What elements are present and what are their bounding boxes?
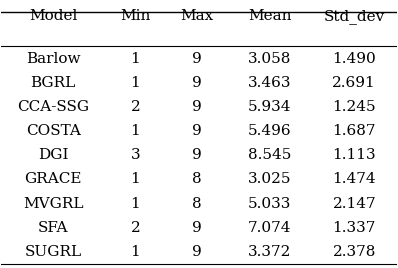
Text: 9: 9 xyxy=(192,100,201,114)
Text: COSTA: COSTA xyxy=(26,124,80,138)
Text: 5.496: 5.496 xyxy=(248,124,291,138)
Text: 1: 1 xyxy=(131,245,140,259)
Text: 1.490: 1.490 xyxy=(332,51,376,66)
Text: 2: 2 xyxy=(131,221,140,235)
Text: 7.074: 7.074 xyxy=(248,221,291,235)
Text: 3.025: 3.025 xyxy=(248,172,291,186)
Text: SUGRL: SUGRL xyxy=(25,245,82,259)
Text: 9: 9 xyxy=(192,124,201,138)
Text: DGI: DGI xyxy=(38,148,68,162)
Text: Model: Model xyxy=(29,9,77,23)
Text: 1.687: 1.687 xyxy=(332,124,376,138)
Text: CCA-SSG: CCA-SSG xyxy=(17,100,89,114)
Text: 3.463: 3.463 xyxy=(248,76,291,90)
Text: 9: 9 xyxy=(192,76,201,90)
Text: 9: 9 xyxy=(192,51,201,66)
Text: Mean: Mean xyxy=(248,9,291,23)
Text: 8: 8 xyxy=(192,172,201,186)
Text: 9: 9 xyxy=(192,245,201,259)
Text: 8.545: 8.545 xyxy=(248,148,291,162)
Text: 2.378: 2.378 xyxy=(333,245,376,259)
Text: 1.245: 1.245 xyxy=(332,100,376,114)
Text: 1: 1 xyxy=(131,124,140,138)
Text: Max: Max xyxy=(180,9,213,23)
Text: GRACE: GRACE xyxy=(24,172,82,186)
Text: 8: 8 xyxy=(192,196,201,211)
Text: Barlow: Barlow xyxy=(26,51,80,66)
Text: SFA: SFA xyxy=(38,221,68,235)
Text: 1.337: 1.337 xyxy=(333,221,376,235)
Text: 3.058: 3.058 xyxy=(248,51,291,66)
Text: 2.691: 2.691 xyxy=(332,76,376,90)
Text: 3: 3 xyxy=(131,148,140,162)
Text: 2.147: 2.147 xyxy=(332,196,376,211)
Text: MVGRL: MVGRL xyxy=(23,196,84,211)
Text: 1: 1 xyxy=(131,51,140,66)
Text: 1: 1 xyxy=(131,196,140,211)
Text: 9: 9 xyxy=(192,221,201,235)
Text: 1: 1 xyxy=(131,76,140,90)
Text: 5.033: 5.033 xyxy=(248,196,291,211)
Text: 2: 2 xyxy=(131,100,140,114)
Text: 3.372: 3.372 xyxy=(248,245,291,259)
Text: 1: 1 xyxy=(131,172,140,186)
Text: 1.474: 1.474 xyxy=(332,172,376,186)
Text: Min: Min xyxy=(120,9,151,23)
Text: 9: 9 xyxy=(192,148,201,162)
Text: Std_dev: Std_dev xyxy=(324,9,385,24)
Text: 1.113: 1.113 xyxy=(332,148,376,162)
Text: 5.934: 5.934 xyxy=(248,100,291,114)
Text: BGRL: BGRL xyxy=(31,76,76,90)
